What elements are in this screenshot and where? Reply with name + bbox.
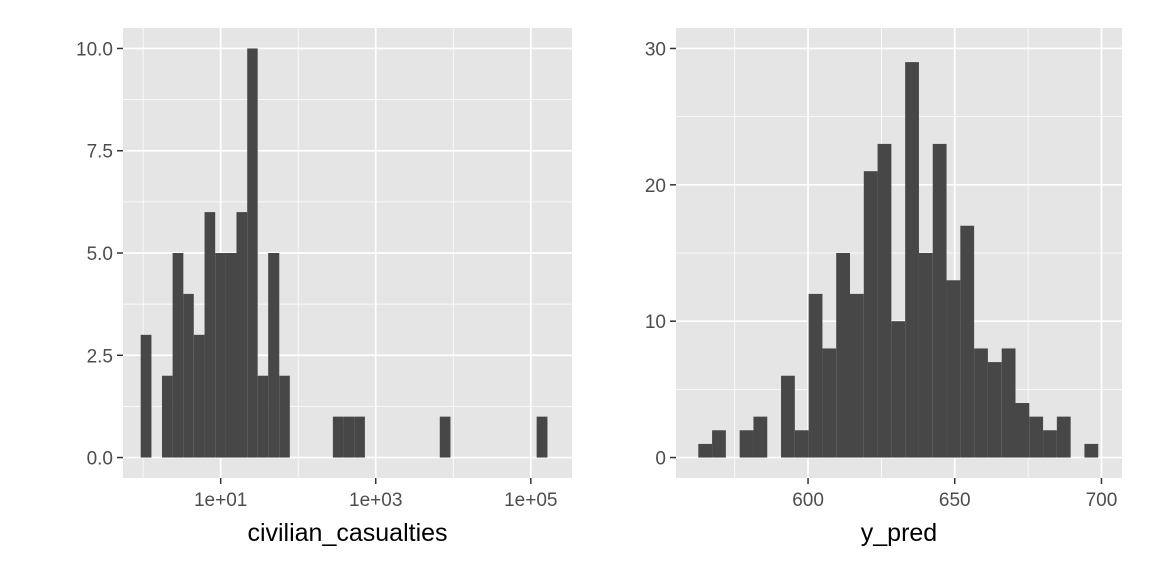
histogram-bar <box>987 362 1002 458</box>
histogram-bar <box>247 48 258 458</box>
y-tick-label: 7.5 <box>87 142 113 163</box>
histogram-bar <box>172 253 184 458</box>
x-tick-label: 600 <box>792 490 824 511</box>
histogram-bar <box>836 253 850 458</box>
histogram-bar <box>753 416 768 458</box>
histogram-bar <box>236 212 248 458</box>
y-tick-label: 0.0 <box>87 449 113 470</box>
histogram-bar <box>1015 403 1030 458</box>
histogram-bar <box>332 416 344 458</box>
histogram-bar <box>140 334 152 458</box>
histogram-bar <box>1001 348 1016 458</box>
y-tick-label: 30 <box>645 39 666 60</box>
histogram-bar <box>891 321 906 458</box>
histogram-bar <box>193 334 205 458</box>
histogram-bar <box>354 416 365 458</box>
histogram-bar <box>974 348 988 458</box>
y-tick-label: 10 <box>645 312 666 333</box>
x-tick-label: 1e+05 <box>504 490 557 511</box>
histogram-bar <box>343 416 355 458</box>
histogram-bar <box>215 253 226 458</box>
histogram-bar <box>268 253 280 458</box>
histogram-bar <box>1043 430 1057 458</box>
histogram-bar <box>960 225 975 458</box>
y-tick-label: 0 <box>655 449 666 470</box>
histogram-bar <box>946 280 961 458</box>
x-axis-title: civilian_casualties <box>247 519 447 547</box>
histogram-bar <box>849 293 864 458</box>
histogram-bar <box>257 375 269 458</box>
histogram-y-pred: 0 10 20 30 600 650 700 y_pred <box>645 28 1122 547</box>
y-tick-label: 10.0 <box>76 39 113 60</box>
histogram-bar <box>279 375 290 458</box>
x-tick-label: 1e+03 <box>349 490 402 511</box>
histogram-bar <box>739 430 754 458</box>
x-axis-title: y_pred <box>861 519 937 547</box>
histogram-bar <box>822 348 837 458</box>
y-tick-label: 20 <box>645 176 666 197</box>
histogram-bar <box>536 416 548 458</box>
histogram-bar <box>794 430 809 458</box>
histogram-bar <box>932 143 947 458</box>
y-tick-label: 2.5 <box>87 346 113 367</box>
histogram-bar <box>698 443 713 458</box>
histogram-bar <box>781 375 795 458</box>
histogram-bar <box>439 416 451 458</box>
histogram-bar <box>863 171 878 458</box>
histogram-bar <box>225 253 237 458</box>
histogram-bar <box>204 212 216 458</box>
histogram-bar <box>712 430 726 458</box>
x-tick-label: 700 <box>1086 490 1118 511</box>
histogram-bar <box>808 293 823 458</box>
histogram-bar <box>1056 416 1071 458</box>
x-tick-label: 650 <box>939 490 971 511</box>
histogram-bar <box>918 253 933 458</box>
histogram-bar <box>1029 416 1044 458</box>
y-tick-label: 5.0 <box>87 244 113 265</box>
histogram-civilian-casualties: 0.0 2.5 5.0 7.5 10.0 1e+01 1e+03 1e+05 civilian_… <box>76 28 572 547</box>
histogram-bar <box>877 143 892 458</box>
x-tick-label: 1e+01 <box>194 490 247 511</box>
histogram-bar <box>1084 443 1099 458</box>
histogram-bar <box>161 375 173 458</box>
histogram-bar <box>905 62 919 458</box>
histogram-bar <box>183 293 194 458</box>
